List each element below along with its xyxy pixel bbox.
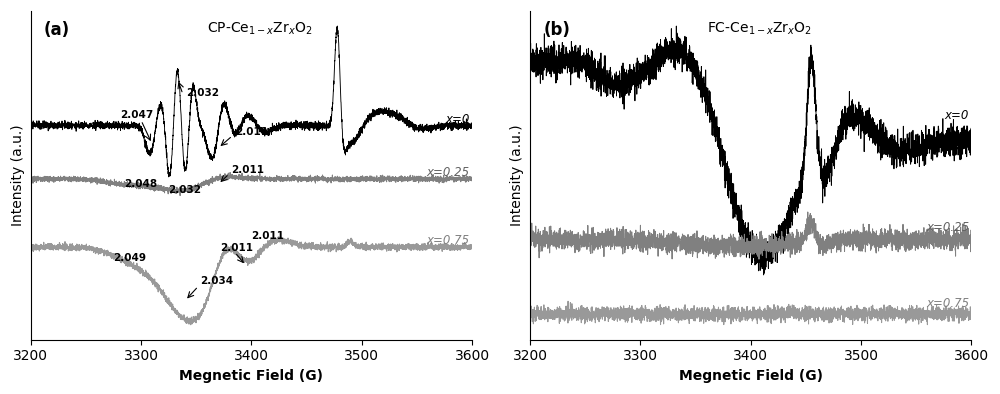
- Text: x=0.25: x=0.25: [926, 221, 969, 234]
- Text: (a): (a): [44, 21, 70, 39]
- Text: 2.032: 2.032: [169, 185, 202, 195]
- Text: 2.011: 2.011: [235, 126, 268, 137]
- Text: 2.047: 2.047: [120, 110, 153, 120]
- Text: x=0.25: x=0.25: [427, 166, 470, 179]
- Text: 2.032: 2.032: [186, 88, 219, 98]
- Text: 2.049: 2.049: [113, 253, 146, 264]
- X-axis label: Megnetic Field (G): Megnetic Field (G): [179, 369, 323, 383]
- Text: 2.011: 2.011: [231, 165, 264, 175]
- Text: x=0: x=0: [945, 109, 969, 122]
- Text: x=0.75: x=0.75: [427, 234, 470, 247]
- Text: CP-Ce$_{1-x}$Zr$_x$O$_2$: CP-Ce$_{1-x}$Zr$_x$O$_2$: [207, 21, 313, 37]
- Text: FC-Ce$_{1-x}$Zr$_x$O$_2$: FC-Ce$_{1-x}$Zr$_x$O$_2$: [707, 21, 812, 37]
- Y-axis label: Intensity (a.u.): Intensity (a.u.): [11, 125, 25, 226]
- Text: 2.011: 2.011: [251, 231, 284, 241]
- Text: (b): (b): [543, 21, 570, 39]
- X-axis label: Megnetic Field (G): Megnetic Field (G): [679, 369, 823, 383]
- Text: x=0: x=0: [445, 113, 470, 126]
- Text: x=0.75: x=0.75: [926, 297, 969, 310]
- Text: 2.048: 2.048: [124, 179, 158, 189]
- Y-axis label: Intensity (a.u.): Intensity (a.u.): [510, 125, 524, 226]
- Text: 2.034: 2.034: [201, 276, 234, 286]
- Text: 2.011: 2.011: [220, 243, 253, 253]
